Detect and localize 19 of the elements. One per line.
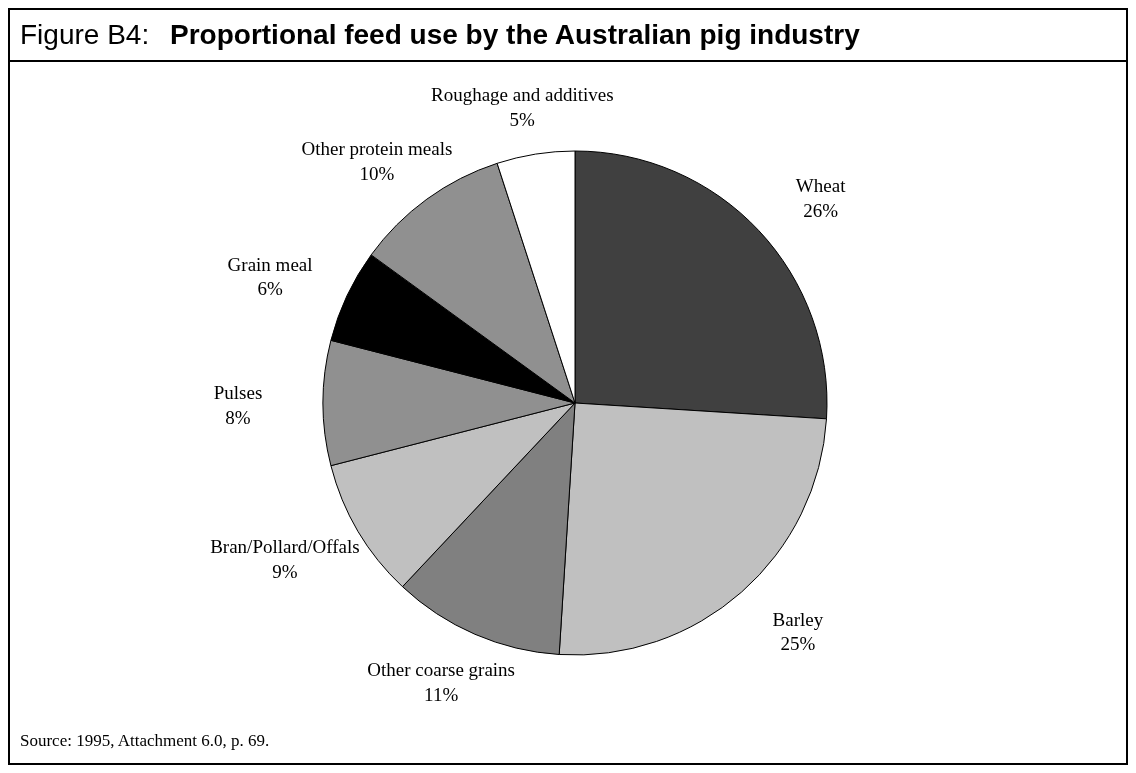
data-label: 26% [803,200,839,222]
slice-label: Other protein meals [301,137,453,159]
chart-title: Proportional feed use by the Australian pig industry [170,19,860,51]
data-label: 8% [225,406,251,428]
data-label: 10% [359,162,395,184]
data-label: 9% [272,560,298,582]
data-label: 5% [509,108,536,130]
slice-label: Grain meal [227,253,313,275]
data-label: 11% [424,684,459,706]
slice-label: Barley [772,608,824,630]
slice-label: Pulses [213,382,263,404]
slice-label: Bran/Pollard/Offals [210,535,360,557]
slice-label: Other coarse grains [367,659,516,681]
source-note: Source: 1995, Attachment 6.0, p. 69. [20,731,270,751]
slice-label: Wheat [795,175,847,197]
caption: Figure B4: [20,19,151,51]
data-label: 6% [257,278,283,300]
data-label: 25% [780,633,816,655]
slice-label: Roughage and additives [430,83,614,105]
